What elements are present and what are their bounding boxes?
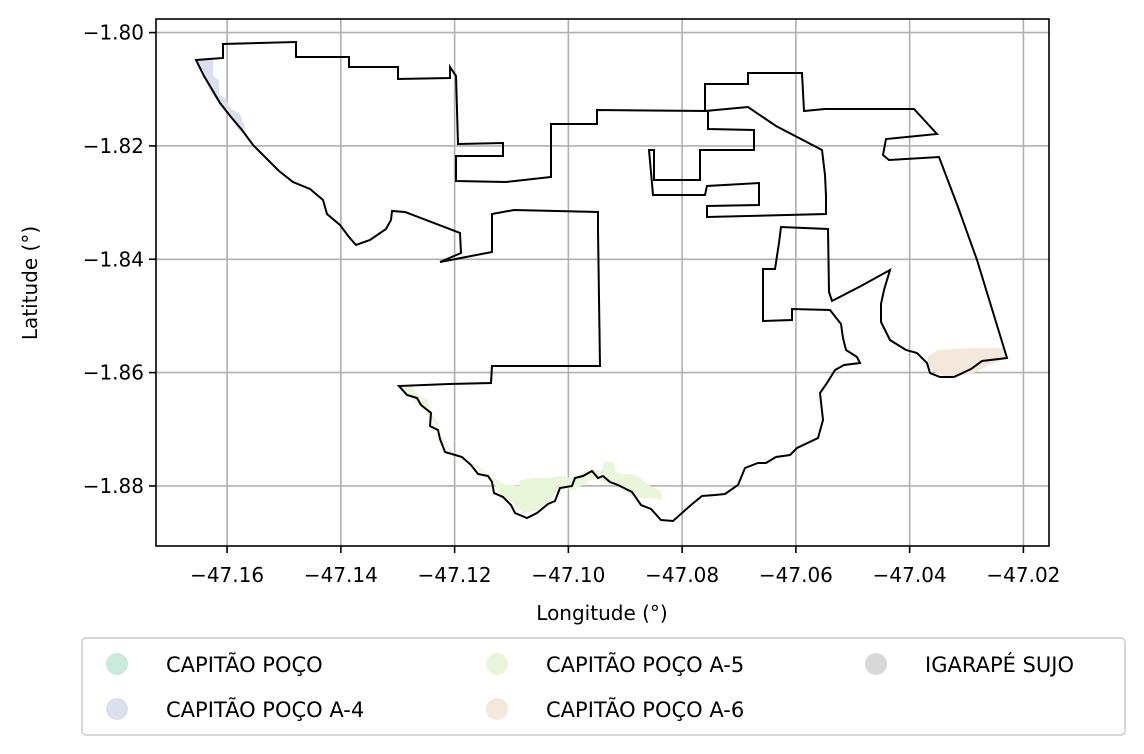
y-tick-label: −1.82	[83, 134, 144, 158]
legend-item: IGARAPÉ SUJO	[865, 652, 1074, 677]
region-fills	[197, 60, 1007, 514]
legend-label: CAPITÃO POÇO A-5	[546, 651, 744, 677]
y-tick-label: −1.88	[83, 474, 144, 498]
outer-boundary	[194, 40, 1009, 523]
x-tick-label: −47.02	[986, 563, 1060, 587]
y-tick-label: −1.86	[83, 361, 144, 385]
legend-item: CAPITÃO POÇO A-5	[486, 651, 744, 677]
region-fill-a5	[399, 386, 662, 514]
legend-label: CAPITÃO POÇO A-6	[546, 696, 744, 722]
plot-border	[155, 18, 1050, 547]
legend-label: CAPITÃO POÇO	[166, 651, 323, 677]
x-tick-label: −47.06	[759, 563, 833, 587]
region-fill-a4	[197, 60, 245, 134]
legend-marker	[486, 653, 508, 675]
legend-item: CAPITÃO POÇO A-6	[486, 696, 744, 722]
x-tick-label: −47.08	[645, 563, 719, 587]
axes-frame	[155, 18, 1050, 547]
legend-marker	[865, 653, 887, 675]
y-tick-label: −1.84	[83, 247, 144, 271]
legend-marker	[106, 698, 128, 720]
x-tick-label: −47.16	[190, 563, 264, 587]
legend-label: CAPITÃO POÇO A-4	[166, 696, 364, 722]
y-tick-label: −1.80	[83, 21, 144, 45]
x-axis-label: Longitude (°)	[536, 601, 667, 625]
y-ticks: −1.80 −1.82 −1.84 −1.86 −1.88	[83, 21, 156, 498]
region-fill-a6	[928, 348, 1007, 376]
municipality-boundary	[194, 40, 1009, 523]
x-tick-label: −47.04	[873, 563, 947, 587]
legend-label: IGARAPÉ SUJO	[925, 652, 1074, 677]
legend-marker	[106, 653, 128, 675]
x-ticks: −47.16 −47.14 −47.12 −47.10 −47.08 −47.06 −47.…	[190, 546, 1060, 587]
grid-lines	[156, 19, 1049, 546]
y-axis-label: Latitude (°)	[18, 226, 42, 340]
legend: CAPITÃO POÇO CAPITÃO POÇO A-4 CAPITÃO POÇO…	[81, 637, 1126, 736]
x-tick-label: −47.14	[304, 563, 378, 587]
x-tick-label: −47.12	[418, 563, 492, 587]
legend-item: CAPITÃO POÇO	[106, 651, 323, 677]
legend-marker	[486, 698, 508, 720]
legend-item: CAPITÃO POÇO A-4	[106, 696, 364, 722]
x-tick-label: −47.10	[531, 563, 605, 587]
legend-frame	[81, 637, 1126, 736]
